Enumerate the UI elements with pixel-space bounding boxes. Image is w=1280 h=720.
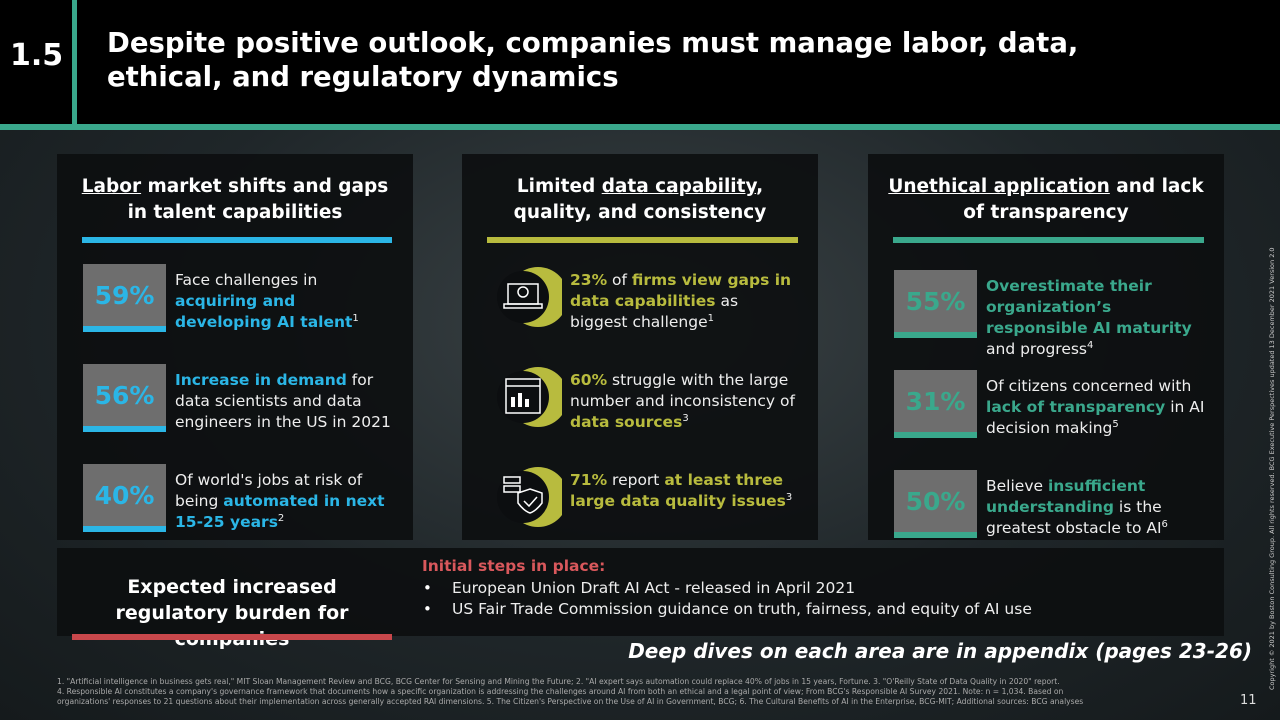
item-text: 23% of firms view gaps in data capabilit… bbox=[570, 270, 800, 333]
header-divider bbox=[72, 0, 77, 124]
text-run: for data scientists and data engineers i… bbox=[175, 371, 391, 431]
header-band bbox=[0, 0, 1280, 124]
text-run: lack of transparency bbox=[986, 398, 1166, 416]
stat-box: 55% bbox=[894, 270, 977, 338]
regulatory-heading: Expected increased regulatory burden for… bbox=[115, 576, 349, 650]
text-run: insufficient understanding bbox=[986, 477, 1146, 516]
text-run: data sources bbox=[570, 413, 683, 431]
item-text: Of world's jobs at risk of being automat… bbox=[175, 470, 395, 533]
column-heading: Unethical application and lack of transp… bbox=[888, 174, 1204, 226]
item-text: Of citizens concerned with lack of trans… bbox=[986, 376, 1206, 439]
footnote-ref: 1 bbox=[707, 312, 715, 324]
text-run: 23% bbox=[570, 271, 608, 289]
regulatory-card: Expected increased regulatory burden for… bbox=[57, 548, 1224, 650]
column-card: Limited data capability, quality, and co… bbox=[462, 154, 818, 540]
item-text: Face challenges in acquiring and develop… bbox=[175, 270, 395, 333]
text-run: , quality, and consistency bbox=[513, 176, 767, 223]
text-run: Unethical application bbox=[888, 176, 1110, 197]
text-run: Believe bbox=[986, 477, 1048, 495]
text-run: Increase in demand bbox=[175, 371, 347, 389]
stat-box: 31% bbox=[894, 370, 977, 438]
slide-title: Despite positive outlook, companies must… bbox=[107, 27, 1079, 93]
text-run: automated in next 15-25 years bbox=[175, 492, 385, 531]
footnote: organizations' responses to 21 questions… bbox=[57, 697, 1084, 706]
text-run: is the greatest obstacle to AI bbox=[986, 498, 1162, 537]
text-run: Face challenges in bbox=[175, 271, 318, 289]
item-icon bbox=[497, 267, 562, 327]
text-run: 71% bbox=[570, 471, 608, 489]
page-number: 11 bbox=[1240, 693, 1257, 708]
footnote: 4. Responsible AI constitutes a company'… bbox=[57, 687, 1064, 696]
steps-label: Initial steps in place: bbox=[422, 557, 606, 575]
item-text: Overestimate their organization’s respon… bbox=[986, 276, 1206, 360]
text-run: Labor bbox=[81, 176, 142, 197]
item-text: 60% struggle with the large number and i… bbox=[570, 370, 800, 433]
text-run: firms view gaps in data capabilities bbox=[570, 271, 792, 310]
column-card: Unethical application and lack of transp… bbox=[868, 154, 1224, 540]
text-run: report bbox=[607, 471, 665, 489]
regulatory-bar bbox=[72, 634, 392, 640]
stat-box: 50% bbox=[894, 470, 977, 538]
stat-box: 59% bbox=[83, 264, 166, 332]
item-icon bbox=[497, 467, 562, 527]
heading-bar bbox=[82, 237, 392, 243]
text-run: Of citizens concerned with bbox=[986, 377, 1192, 395]
footnote-ref: 6 bbox=[1161, 518, 1168, 530]
text-run: Of world's jobs at risk of being bbox=[175, 471, 363, 510]
footnote-ref: 5 bbox=[1112, 418, 1119, 430]
footnote-ref: 3 bbox=[785, 491, 793, 503]
bullet-dot: • bbox=[423, 579, 432, 597]
stat-box: 40% bbox=[83, 464, 166, 532]
bullet-text: European Union Draft AI Act - released i… bbox=[452, 579, 856, 597]
item-text: Believe insufficient understanding is th… bbox=[986, 476, 1206, 539]
footnote: 1. "Artificial intelligence in business … bbox=[57, 677, 1060, 686]
text-run: of bbox=[607, 271, 632, 289]
text-run: as biggest challenge bbox=[570, 292, 739, 331]
footnote-ref: 1 bbox=[352, 312, 359, 324]
text-run: data capability bbox=[601, 176, 757, 197]
text-run: and lack of transparency bbox=[963, 176, 1204, 223]
footnote-ref: 2 bbox=[277, 512, 285, 524]
text-run: acquiring and developing AI talent bbox=[175, 292, 353, 331]
text-run: market shifts and gaps in talent capabil… bbox=[127, 176, 389, 223]
header-rule bbox=[0, 124, 1280, 130]
item-text: 71% report at least three large data qua… bbox=[570, 470, 800, 512]
heading-bar bbox=[893, 237, 1204, 243]
copyright: Copyright © 2021 by Boston Consulting Gr… bbox=[1268, 247, 1276, 690]
text-run: 60% bbox=[570, 371, 608, 389]
item-text: Increase in demand for data scientists a… bbox=[175, 370, 395, 433]
text-run: at least three large data quality issues bbox=[570, 471, 786, 510]
text-run: and progress bbox=[986, 340, 1087, 358]
appendix-note: Deep dives on each area are in appendix … bbox=[628, 639, 1252, 663]
stat-box: 56% bbox=[83, 364, 166, 432]
heading-bar bbox=[487, 237, 798, 243]
footnote-ref: 4 bbox=[1087, 339, 1094, 351]
column-heading: Labor market shifts and gaps in talent c… bbox=[77, 174, 393, 226]
text-run: Limited bbox=[516, 176, 602, 197]
text-run: Overestimate their organization’s respon… bbox=[986, 277, 1192, 337]
text-run: in AI decision making bbox=[986, 398, 1205, 437]
column-heading: Limited data capability, quality, and co… bbox=[482, 174, 798, 226]
bullet-text: US Fair Trade Commission guidance on tru… bbox=[452, 600, 1032, 618]
section-number: 1.5 bbox=[10, 38, 64, 73]
bullet-dot: • bbox=[423, 600, 432, 618]
text-run: struggle with the large number and incon… bbox=[570, 371, 795, 410]
item-icon bbox=[497, 367, 562, 427]
column-card: Labor market shifts and gaps in talent c… bbox=[57, 154, 413, 540]
footnote-ref: 3 bbox=[682, 412, 689, 424]
